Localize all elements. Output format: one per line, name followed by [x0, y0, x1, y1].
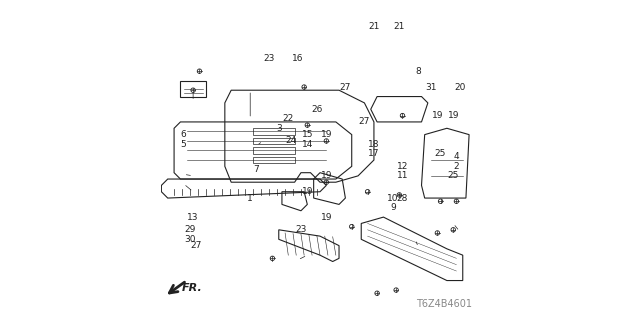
- Text: 13: 13: [188, 212, 199, 222]
- Text: 29: 29: [184, 225, 196, 234]
- Text: T6Z4B4601: T6Z4B4601: [416, 299, 472, 309]
- Text: 4: 4: [454, 152, 460, 161]
- Text: 24: 24: [286, 136, 297, 146]
- Text: 10: 10: [387, 194, 399, 203]
- Text: 2: 2: [454, 162, 460, 171]
- Text: 1: 1: [247, 194, 253, 203]
- Text: 11: 11: [397, 172, 408, 180]
- Text: 19: 19: [431, 111, 443, 120]
- Text: 12: 12: [397, 162, 408, 171]
- Text: 6: 6: [180, 130, 186, 139]
- Text: 23: 23: [264, 54, 275, 63]
- Text: 20: 20: [454, 83, 465, 92]
- Text: 19: 19: [301, 187, 313, 196]
- Text: 7: 7: [253, 165, 259, 174]
- Text: 25: 25: [435, 149, 446, 158]
- Text: 26: 26: [311, 105, 323, 114]
- Text: 16: 16: [292, 54, 303, 63]
- Text: 5: 5: [180, 140, 186, 148]
- Text: 19: 19: [321, 212, 332, 222]
- Text: 27: 27: [340, 83, 351, 92]
- Text: 14: 14: [301, 140, 313, 148]
- Text: 3: 3: [276, 124, 282, 133]
- Text: 27: 27: [359, 117, 370, 126]
- Text: 15: 15: [301, 130, 313, 139]
- Text: 9: 9: [390, 203, 396, 212]
- Text: 22: 22: [283, 114, 294, 123]
- Text: 23: 23: [295, 225, 307, 234]
- Text: 30: 30: [184, 235, 196, 244]
- Text: 8: 8: [415, 67, 421, 76]
- Text: 17: 17: [368, 149, 380, 158]
- Text: 19: 19: [321, 172, 332, 180]
- Text: 27: 27: [191, 241, 202, 250]
- Text: 19: 19: [447, 111, 459, 120]
- Text: 28: 28: [397, 194, 408, 203]
- Text: 25: 25: [447, 172, 459, 180]
- Text: 31: 31: [425, 83, 436, 92]
- Text: FR.: FR.: [182, 284, 203, 293]
- Text: 19: 19: [321, 130, 332, 139]
- Text: 18: 18: [368, 140, 380, 148]
- Text: 21: 21: [368, 22, 380, 31]
- Text: 21: 21: [394, 22, 405, 31]
